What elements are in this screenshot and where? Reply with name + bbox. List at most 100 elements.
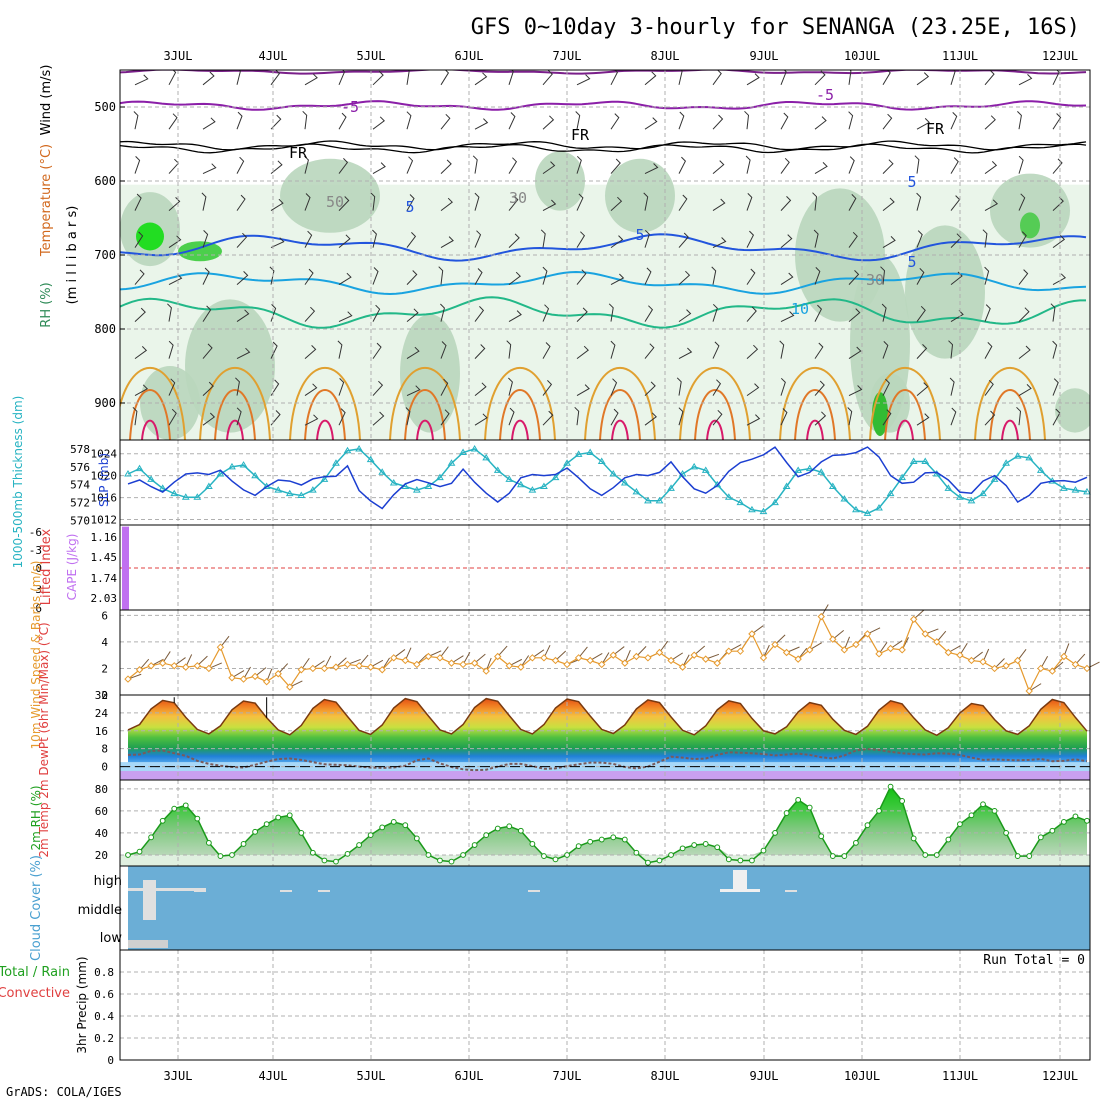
thickness-line-point: [308, 486, 317, 493]
rh-shade-region: [535, 151, 585, 211]
thickness-line-point: [551, 473, 560, 481]
wind-barb: [882, 378, 891, 396]
isotherm-25-loop: [694, 389, 736, 440]
wind10m-speed-point: [563, 660, 571, 669]
wind-barb: [950, 157, 959, 174]
wind-barb: [304, 193, 311, 211]
rh2m-line-point: [656, 857, 663, 864]
thickness-line-point: [540, 482, 548, 490]
rh2m-line-point: [1014, 853, 1021, 859]
rh2m-line-point: [263, 821, 270, 828]
slp-line: [127, 446, 1088, 510]
isotherm-30-loop: [611, 419, 629, 440]
wind-barb: [814, 162, 828, 175]
wind-barb: [608, 303, 614, 322]
wind-barb: [712, 409, 723, 426]
rh2m-line-point: [876, 807, 882, 814]
top-date-label: 5JUL: [357, 49, 386, 63]
wind-barb: [372, 229, 377, 248]
wind-barb: [746, 193, 753, 211]
wind-barb: [678, 111, 685, 130]
wind-barb: [304, 345, 317, 359]
wind-barb: [440, 236, 454, 249]
wind-barb: [302, 110, 308, 130]
wind-barb: [678, 156, 687, 174]
rh-shade-region: [280, 158, 380, 233]
wind-barb: [1018, 269, 1029, 285]
thickness-line-point: [597, 457, 606, 464]
rh2m-line-point: [413, 835, 420, 842]
rh2m-line-point: [1049, 827, 1056, 834]
rh-shade-region: [990, 173, 1070, 248]
wind-barb: [916, 382, 929, 396]
wind10m-speed-point: [505, 662, 513, 670]
wind-barb: [712, 160, 725, 174]
wind-barb: [406, 232, 417, 248]
wind-barb: [916, 413, 930, 426]
wind-barb: [984, 115, 996, 130]
wind10m-speed-point: [459, 660, 467, 669]
wind-barb: [949, 377, 955, 396]
wind-barb: [1016, 406, 1022, 426]
wind-barb: [134, 346, 148, 360]
thickness-line-point: [482, 453, 491, 461]
wind10m-speed-point: [598, 660, 606, 669]
top-date-label: 10JUL: [844, 49, 880, 63]
cloud-high-bar: [128, 888, 198, 891]
wind-barb: [676, 377, 682, 396]
thickness-tick-label: 572: [70, 497, 90, 510]
wind-barb: [438, 266, 444, 285]
wind-barb: [474, 306, 485, 322]
wind-barb: [576, 193, 584, 211]
rh2m-line-point: [402, 822, 409, 829]
thickness-line-point: [828, 482, 837, 490]
thickness-line-point: [412, 486, 421, 493]
rh-shade-high: [178, 241, 222, 262]
cloud-cover-background: [128, 866, 1090, 950]
isotherm-30-loop: [316, 419, 334, 440]
wind-barb: [984, 304, 991, 322]
slp-tick-label: 1024: [91, 448, 118, 461]
wind10m-speed-point: [574, 654, 583, 662]
pressure-tick-label: 800: [94, 322, 116, 336]
wind-barb: [304, 73, 318, 86]
wind-barb: [474, 268, 483, 285]
precip-tick-label: 0: [107, 1054, 114, 1067]
isotherm-20-loop: [389, 366, 461, 440]
isotherm-freezing-b: [120, 143, 1087, 154]
thickness-line-point: [285, 489, 294, 497]
wind-barb: [882, 113, 893, 130]
wind10m-speed-point: [378, 666, 386, 674]
rh2m-line-point: [933, 852, 940, 858]
wind-barb: [202, 230, 209, 248]
rh2m-line-point: [298, 830, 305, 836]
wind-barb: [712, 303, 718, 322]
rh2m-line-point: [1060, 818, 1067, 825]
wind-barb: [542, 115, 555, 130]
wind-barb: [814, 304, 823, 322]
rh2m-line-point: [125, 852, 131, 858]
wind-barb: [744, 110, 750, 130]
thickness-line-point: [1013, 452, 1022, 459]
wind10m-speed-point: [413, 660, 421, 669]
cloud-axis-label: Cloud Cover (%): [29, 855, 44, 961]
wind-barb: [338, 272, 352, 286]
wind10m-speed-point: [1037, 664, 1045, 673]
thickness-line-point: [563, 459, 571, 466]
wind-barb: [575, 111, 581, 130]
isotherm-25-loop: [404, 389, 446, 440]
wind-barb: [372, 267, 379, 285]
wind10m-speed-point: [771, 640, 779, 649]
wind-barb: [984, 342, 993, 359]
thickness-line-point: [389, 478, 398, 486]
wind-barb: [134, 231, 144, 248]
isotherm-30-loop: [896, 419, 914, 440]
wind10m-speed-point: [944, 648, 953, 657]
rh2m-line-point: [1003, 830, 1010, 836]
wind-barb: [472, 155, 478, 174]
wind-barb: [780, 234, 793, 248]
wind-barb: [847, 407, 853, 426]
rh2m-line-point: [286, 812, 293, 819]
wind-barb: [508, 310, 522, 323]
wind-barb: [813, 229, 819, 248]
